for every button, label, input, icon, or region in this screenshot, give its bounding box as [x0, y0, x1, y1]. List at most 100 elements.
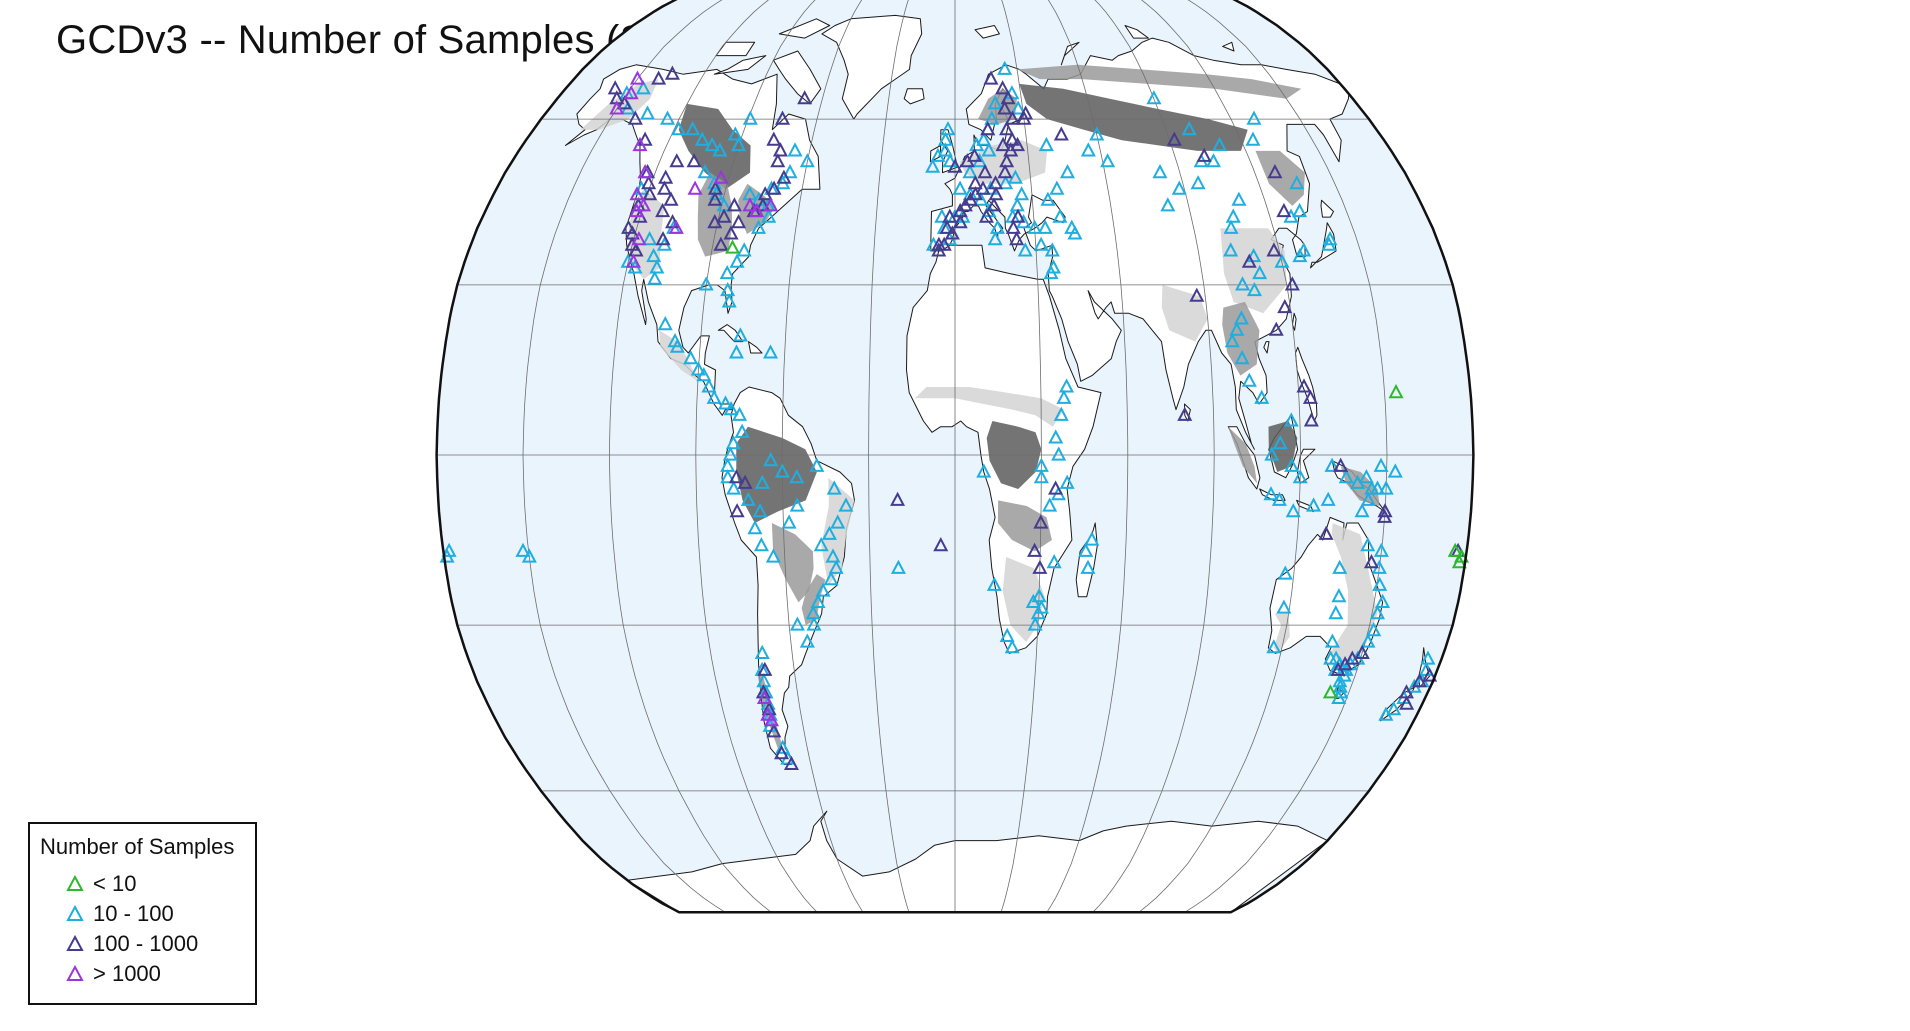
sample-site-marker-b100_1000[interactable] [1363, 554, 1379, 569]
sample-site-marker-b10_100[interactable] [825, 548, 841, 563]
sample-site-marker-b10_100[interactable] [815, 582, 831, 597]
sample-site-marker-b100_1000[interactable] [1333, 457, 1349, 472]
sample-site-marker-b10_100[interactable] [657, 315, 673, 331]
sample-site-marker-b100_1000[interactable] [1277, 298, 1293, 314]
sample-site-marker-b10_100[interactable] [1223, 242, 1239, 257]
sample-site-marker-b10_100[interactable] [1323, 650, 1339, 665]
sample-site-marker-b10_100[interactable] [754, 644, 770, 659]
sample-site-marker-b10_100[interactable] [723, 400, 739, 416]
sample-site-marker-b10_100[interactable] [642, 230, 658, 246]
sample-site-marker-b10_100[interactable] [1271, 491, 1287, 506]
sample-site-marker-gt1000[interactable] [687, 180, 703, 195]
sample-site-marker-gt1000[interactable] [629, 70, 645, 85]
sample-site-marker-b10_100[interactable] [647, 270, 663, 285]
sample-site-marker-b100_1000[interactable] [944, 225, 960, 240]
sample-site-marker-b10_100[interactable] [731, 136, 747, 152]
sample-site-marker-b10_100[interactable] [1277, 565, 1293, 580]
sample-site-marker-b10_100[interactable] [1152, 163, 1168, 179]
sample-site-marker-b10_100[interactable] [1354, 503, 1370, 518]
sample-site-marker-b10_100[interactable] [810, 593, 826, 608]
sample-site-marker-b10_100[interactable] [787, 142, 803, 157]
sample-site-marker-b100_1000[interactable] [775, 110, 791, 125]
sample-site-marker-b100_1000[interactable] [776, 169, 792, 184]
sample-site-marker-b10_100[interactable] [761, 208, 777, 223]
sample-site-marker-b10_100[interactable] [1027, 616, 1043, 631]
sample-site-marker-b10_100[interactable] [1033, 236, 1049, 251]
sample-site-marker-b10_100[interactable] [1373, 457, 1389, 472]
sample-site-marker-b100_1000[interactable] [1344, 650, 1360, 665]
sample-site-marker-b10_100[interactable] [986, 576, 1002, 591]
sample-site-marker-b100_1000[interactable] [1010, 208, 1026, 223]
sample-site-marker-b10_100[interactable] [1043, 264, 1059, 280]
sample-site-marker-b100_1000[interactable] [1267, 163, 1283, 179]
sample-site-marker-b100_1000[interactable] [997, 100, 1013, 115]
sample-site-marker-b10_100[interactable] [809, 457, 825, 472]
sample-site-marker-b10_100[interactable] [1324, 457, 1340, 472]
sample-site-marker-b10_100[interactable] [1056, 389, 1072, 404]
sample-site-marker-b100_1000[interactable] [1005, 219, 1021, 234]
sample-site-marker-b10_100[interactable] [1078, 542, 1094, 557]
sample-site-marker-b10_100[interactable] [1067, 225, 1083, 240]
sample-site-marker-b10_100[interactable] [1038, 136, 1054, 152]
sample-site-marker-b10_100[interactable] [734, 423, 750, 438]
sample-site-marker-b10_100[interactable] [1229, 321, 1245, 336]
sample-site-marker-b10_100[interactable] [1331, 588, 1347, 603]
sample-site-marker-lt10[interactable] [1322, 684, 1338, 699]
sample-site-marker-b10_100[interactable] [1044, 242, 1060, 257]
sample-site-marker-b100_1000[interactable] [774, 744, 790, 760]
sample-site-marker-b10_100[interactable] [1084, 531, 1100, 546]
sample-site-marker-b10_100[interactable] [962, 163, 978, 179]
sample-site-marker-b10_100[interactable] [1369, 480, 1385, 495]
sample-site-marker-b10_100[interactable] [1252, 264, 1268, 280]
sample-site-marker-b100_1000[interactable] [967, 175, 983, 190]
sample-site-marker-b10_100[interactable] [646, 247, 662, 263]
sample-site-marker-b10_100[interactable] [1181, 121, 1197, 136]
sample-site-marker-gt1000[interactable] [629, 202, 645, 218]
sample-site-marker-b10_100[interactable] [1285, 503, 1301, 518]
sample-site-marker-b10_100[interactable] [940, 121, 956, 136]
sample-site-marker-b100_1000[interactable] [962, 191, 978, 206]
sample-site-marker-b100_1000[interactable] [1053, 126, 1069, 141]
sample-site-marker-b10_100[interactable] [1004, 639, 1020, 654]
sample-site-marker-b100_1000[interactable] [1010, 136, 1026, 152]
sample-site-marker-b10_100[interactable] [706, 389, 722, 404]
sample-site-marker-b100_1000[interactable] [1009, 230, 1025, 246]
sample-site-marker-b100_1000[interactable] [1004, 110, 1020, 125]
sample-site-marker-b10_100[interactable] [925, 158, 941, 173]
sample-site-marker-b10_100[interactable] [1224, 332, 1240, 348]
sample-site-marker-b10_100[interactable] [799, 153, 815, 168]
sample-site-marker-b100_1000[interactable] [655, 230, 671, 246]
sample-site-marker-b10_100[interactable] [1289, 175, 1305, 190]
sample-site-marker-b100_1000[interactable] [772, 142, 788, 157]
sample-site-marker-b10_100[interactable] [740, 491, 756, 506]
sample-site-marker-b100_1000[interactable] [1422, 667, 1438, 682]
sample-site-marker-b10_100[interactable] [1276, 599, 1292, 614]
sample-site-marker-b10_100[interactable] [1292, 247, 1308, 263]
sample-site-marker-b100_1000[interactable] [617, 95, 633, 110]
sample-site-marker-b10_100[interactable] [1320, 491, 1336, 506]
sample-site-marker-b10_100[interactable] [1283, 412, 1299, 427]
sample-site-marker-b10_100[interactable] [1100, 153, 1116, 168]
sample-site-marker-b10_100[interactable] [997, 60, 1013, 75]
sample-site-marker-b10_100[interactable] [1037, 219, 1053, 234]
sample-site-marker-b10_100[interactable] [1272, 435, 1288, 450]
sample-site-marker-b10_100[interactable] [838, 497, 854, 512]
sample-site-marker-b100_1000[interactable] [1004, 131, 1020, 146]
sample-site-marker-b10_100[interactable] [1332, 678, 1348, 693]
sample-site-marker-b100_1000[interactable] [986, 197, 1002, 212]
sample-site-marker-b100_1000[interactable] [988, 186, 1004, 201]
sample-site-marker-b10_100[interactable] [1366, 622, 1382, 637]
sample-site-marker-b100_1000[interactable] [737, 474, 753, 489]
sample-site-marker-gt1000[interactable] [749, 202, 765, 218]
sample-site-marker-b100_1000[interactable] [757, 661, 773, 676]
sample-site-marker-gt1000[interactable] [764, 712, 780, 727]
sample-site-marker-b10_100[interactable] [1171, 180, 1187, 195]
sample-site-marker-b10_100[interactable] [1040, 191, 1056, 206]
sample-site-marker-b100_1000[interactable] [1284, 276, 1300, 291]
sample-site-marker-b10_100[interactable] [765, 548, 781, 563]
sample-site-marker-b10_100[interactable] [669, 338, 685, 353]
sample-site-marker-b10_100[interactable] [1387, 463, 1403, 478]
sample-site-marker-b100_1000[interactable] [1377, 508, 1393, 523]
sample-site-marker-b100_1000[interactable] [707, 214, 723, 229]
sample-site-marker-gt1000[interactable] [625, 253, 641, 268]
